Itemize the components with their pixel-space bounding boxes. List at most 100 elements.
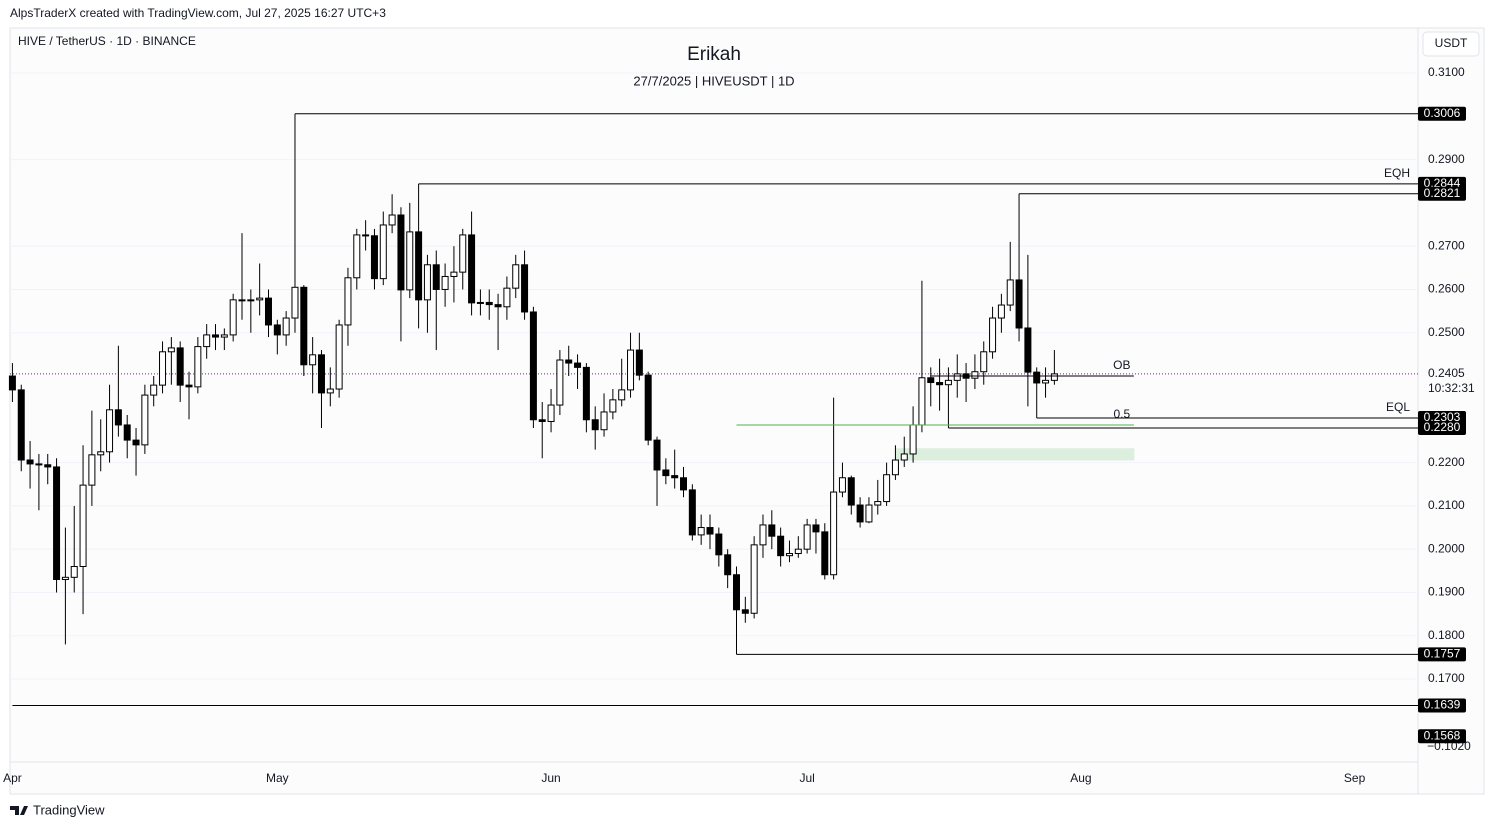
candle-body	[865, 504, 873, 523]
y-tick-label: 0.2900	[1428, 152, 1465, 166]
candle-body	[370, 235, 378, 280]
candle-body	[671, 475, 679, 479]
candle-body	[591, 419, 599, 431]
candle-body	[768, 524, 776, 537]
price-label: 0.2303	[1424, 410, 1461, 424]
candle-body	[238, 299, 246, 302]
candle-body	[697, 527, 705, 536]
candle-body	[989, 317, 997, 353]
candle-body	[883, 474, 891, 503]
price-label: 0.3006	[1424, 106, 1461, 120]
candle-body	[750, 544, 758, 614]
candle-body	[485, 301, 493, 306]
candle-body	[415, 231, 423, 301]
candle-body	[574, 362, 582, 368]
candle-body	[185, 384, 193, 388]
candle-body	[397, 214, 405, 291]
price-label-box	[1418, 647, 1466, 662]
level-tag: EQL	[1386, 400, 1410, 414]
candle-body	[794, 548, 802, 555]
candle-body	[600, 411, 608, 431]
candle-body	[777, 535, 785, 557]
candle-body	[503, 287, 511, 308]
candle-body	[53, 466, 61, 580]
candle-body	[1024, 327, 1032, 373]
candle-body	[61, 576, 69, 580]
price-label-box	[1418, 420, 1466, 435]
candle-body	[627, 349, 635, 391]
candle-body	[732, 574, 740, 611]
candle-body	[423, 264, 431, 301]
candle-body	[159, 351, 167, 386]
candle-body	[529, 311, 537, 421]
price-label-box	[1418, 186, 1466, 201]
price-label: 0.1757	[1424, 647, 1461, 661]
level-tag: EQH	[1384, 166, 1410, 180]
candle-body	[494, 304, 502, 308]
candle-body	[388, 214, 396, 226]
candle-body	[891, 459, 899, 476]
candle-body	[582, 366, 590, 421]
candle-body	[900, 453, 908, 461]
price-label-box	[1418, 106, 1466, 121]
candle-body	[785, 553, 793, 557]
candle-body	[476, 301, 484, 304]
candle-body	[17, 389, 25, 461]
candle-body	[644, 374, 652, 441]
annotation-label: OB	[1113, 358, 1130, 372]
price-label: 0.2821	[1424, 186, 1461, 200]
candle-body	[441, 275, 449, 290]
candle-body	[1050, 373, 1058, 381]
x-tick-label: Sep	[1344, 771, 1366, 785]
y-tick-label: 0.2500	[1428, 325, 1465, 339]
header: AlpsTraderX created with TradingView.com…	[10, 6, 386, 20]
candle-body	[326, 388, 334, 394]
candle-body	[450, 271, 458, 277]
candle-body	[26, 459, 34, 465]
candle-body	[353, 234, 361, 279]
chart-subtitle: 27/7/2025 | HIVEUSDT | 1D	[633, 73, 794, 88]
candle-body	[317, 354, 325, 394]
candle-body	[300, 286, 308, 366]
candle-body	[264, 297, 272, 326]
candle-body	[194, 346, 202, 388]
candle-body	[980, 351, 988, 373]
candle-body	[759, 524, 767, 546]
candle-body	[556, 359, 564, 406]
candle-body	[459, 234, 467, 273]
currency-button[interactable]	[1422, 31, 1480, 57]
currency[interactable]: USDT	[1435, 36, 1468, 50]
candle-body	[379, 224, 387, 280]
chart-title: Erikah	[687, 44, 741, 65]
candle-body	[803, 524, 811, 550]
candle-body	[35, 463, 43, 466]
candle-body	[406, 231, 414, 291]
candle-body	[362, 234, 370, 237]
candle-body	[715, 533, 723, 556]
candle-body	[468, 234, 476, 304]
symbol: HIVE / TetherUS · 1D · BINANCE	[18, 34, 196, 48]
y-tick-label: 0.2700	[1428, 238, 1465, 252]
price-label: 0.1639	[1424, 698, 1461, 712]
candle-body	[141, 394, 149, 446]
candle-body	[97, 451, 105, 456]
y-tick-label: 0.1700	[1428, 671, 1465, 685]
candle-body	[521, 264, 529, 313]
candle-body	[309, 354, 317, 366]
price-label: 0.2844	[1424, 176, 1461, 190]
candle-body	[1015, 279, 1023, 329]
candle-body	[123, 424, 131, 441]
candle-body	[1033, 371, 1041, 384]
candle-body	[927, 377, 935, 384]
candle-body	[282, 317, 290, 336]
candle-body	[1042, 379, 1050, 384]
candle-body	[706, 527, 714, 535]
candle-body	[203, 334, 211, 348]
footer: TradingView	[33, 802, 105, 817]
candle-body	[653, 439, 661, 471]
y-tick-label: 0.2600	[1428, 282, 1465, 296]
last-price-label: 0.2405	[1428, 366, 1465, 380]
candle-body	[335, 324, 343, 390]
candle-body	[176, 347, 184, 386]
